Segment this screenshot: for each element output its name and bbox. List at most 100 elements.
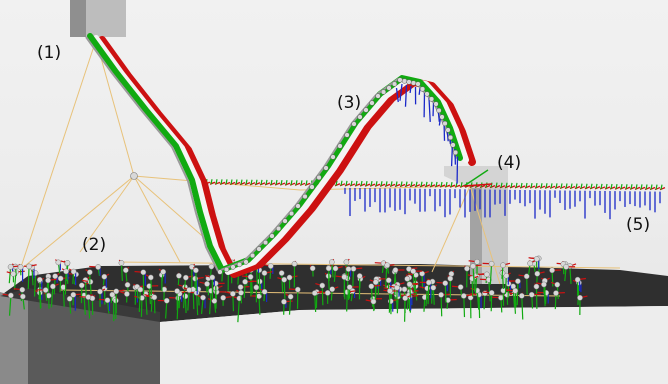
y-axis-mark [237, 298, 240, 323]
pose-node [368, 283, 375, 290]
pose-node [419, 86, 426, 92]
pose-node [424, 91, 430, 97]
y-axis-mark [440, 294, 443, 317]
y-axis-mark [525, 182, 528, 189]
y-axis-mark [660, 184, 663, 190]
pose-node [243, 259, 249, 265]
pose-node [563, 264, 569, 270]
pose-node [50, 283, 56, 290]
y-axis-mark [488, 279, 491, 302]
y-axis-mark [415, 181, 418, 187]
y-axis-mark [560, 183, 563, 189]
y-axis-mark [645, 184, 648, 190]
pose-node [323, 165, 329, 171]
pose-node [286, 274, 293, 281]
pose-node [345, 266, 352, 272]
pose-node [385, 277, 392, 284]
y-axis-mark [472, 266, 476, 290]
y-axis-mark [335, 180, 338, 186]
pose-node [397, 77, 403, 83]
y-axis-mark [62, 287, 65, 307]
y-axis-mark [575, 183, 578, 189]
pose-node [372, 279, 379, 285]
pose-node [278, 270, 285, 276]
pose-node [337, 143, 343, 149]
pose-node [344, 132, 350, 138]
y-axis-mark [225, 179, 228, 185]
pose-node [541, 281, 547, 288]
pose-node [512, 287, 519, 294]
y-axis-mark [535, 183, 538, 189]
pose-node [402, 295, 409, 301]
y-axis-mark [380, 181, 383, 187]
pose-node [137, 286, 144, 293]
pose-node [217, 269, 223, 275]
pose-node [174, 288, 180, 294]
floor-pose-cloud [2, 255, 588, 323]
y-axis-mark [600, 183, 603, 190]
pose-node [488, 260, 495, 267]
pose-node [209, 274, 216, 281]
pose-node [528, 291, 535, 298]
y-axis-mark [385, 266, 388, 288]
y-axis-mark [590, 183, 593, 189]
pose-node [346, 284, 353, 291]
pose-node [438, 292, 444, 298]
pose-node [406, 281, 413, 288]
pose-node [554, 281, 561, 288]
pose-node [10, 271, 17, 277]
y-axis-mark [505, 182, 508, 188]
y-axis-mark [495, 182, 498, 188]
y-axis-mark [285, 180, 288, 186]
pose-node [85, 294, 92, 300]
y-axis-mark [555, 183, 558, 189]
pose-node [311, 290, 318, 296]
y-axis-mark [64, 271, 67, 295]
callout-3: (3) [337, 93, 362, 113]
pose-node [553, 290, 559, 296]
y-axis-mark [350, 180, 353, 187]
pose-node [325, 265, 332, 272]
pose-node [147, 274, 154, 281]
trajectory-band-white [93, 35, 469, 275]
pose-node [401, 78, 408, 84]
pose-node [445, 127, 451, 133]
pose-node [242, 278, 248, 285]
y-axis-mark [510, 182, 513, 188]
pose-node [256, 246, 262, 252]
pose-node [527, 260, 533, 267]
upper-pose-band [189, 178, 666, 220]
pose-node [387, 298, 394, 305]
y-axis-mark [148, 286, 152, 305]
pose-node [481, 290, 488, 297]
pose-node [457, 284, 464, 290]
pose-node [70, 291, 77, 298]
pose-node [42, 287, 49, 293]
y-axis-mark [230, 179, 233, 185]
pose-node [17, 264, 24, 270]
y-axis-mark [235, 179, 238, 185]
pose-node [549, 267, 555, 274]
pose-node [319, 282, 326, 289]
pose-node [78, 282, 85, 289]
pose-node [295, 203, 301, 209]
y-axis-mark [577, 282, 580, 305]
y-axis-mark [520, 182, 523, 189]
constraint-line [19, 39, 97, 271]
pose-node [19, 286, 26, 293]
y-axis-mark [569, 266, 572, 284]
y-axis-mark [630, 184, 633, 190]
pose-node [63, 268, 69, 275]
trajectory-band-red [98, 36, 476, 278]
pose-node [442, 280, 449, 286]
pose-node [140, 269, 147, 276]
y-axis-mark [427, 282, 430, 305]
z-axis-mark [399, 83, 403, 101]
z-axis-mark [409, 85, 412, 94]
y-axis-mark [280, 179, 283, 186]
y-axis-mark [27, 266, 30, 289]
pose-node [104, 297, 111, 304]
trajectory-band-green [87, 33, 463, 273]
y-axis-mark [515, 182, 518, 189]
